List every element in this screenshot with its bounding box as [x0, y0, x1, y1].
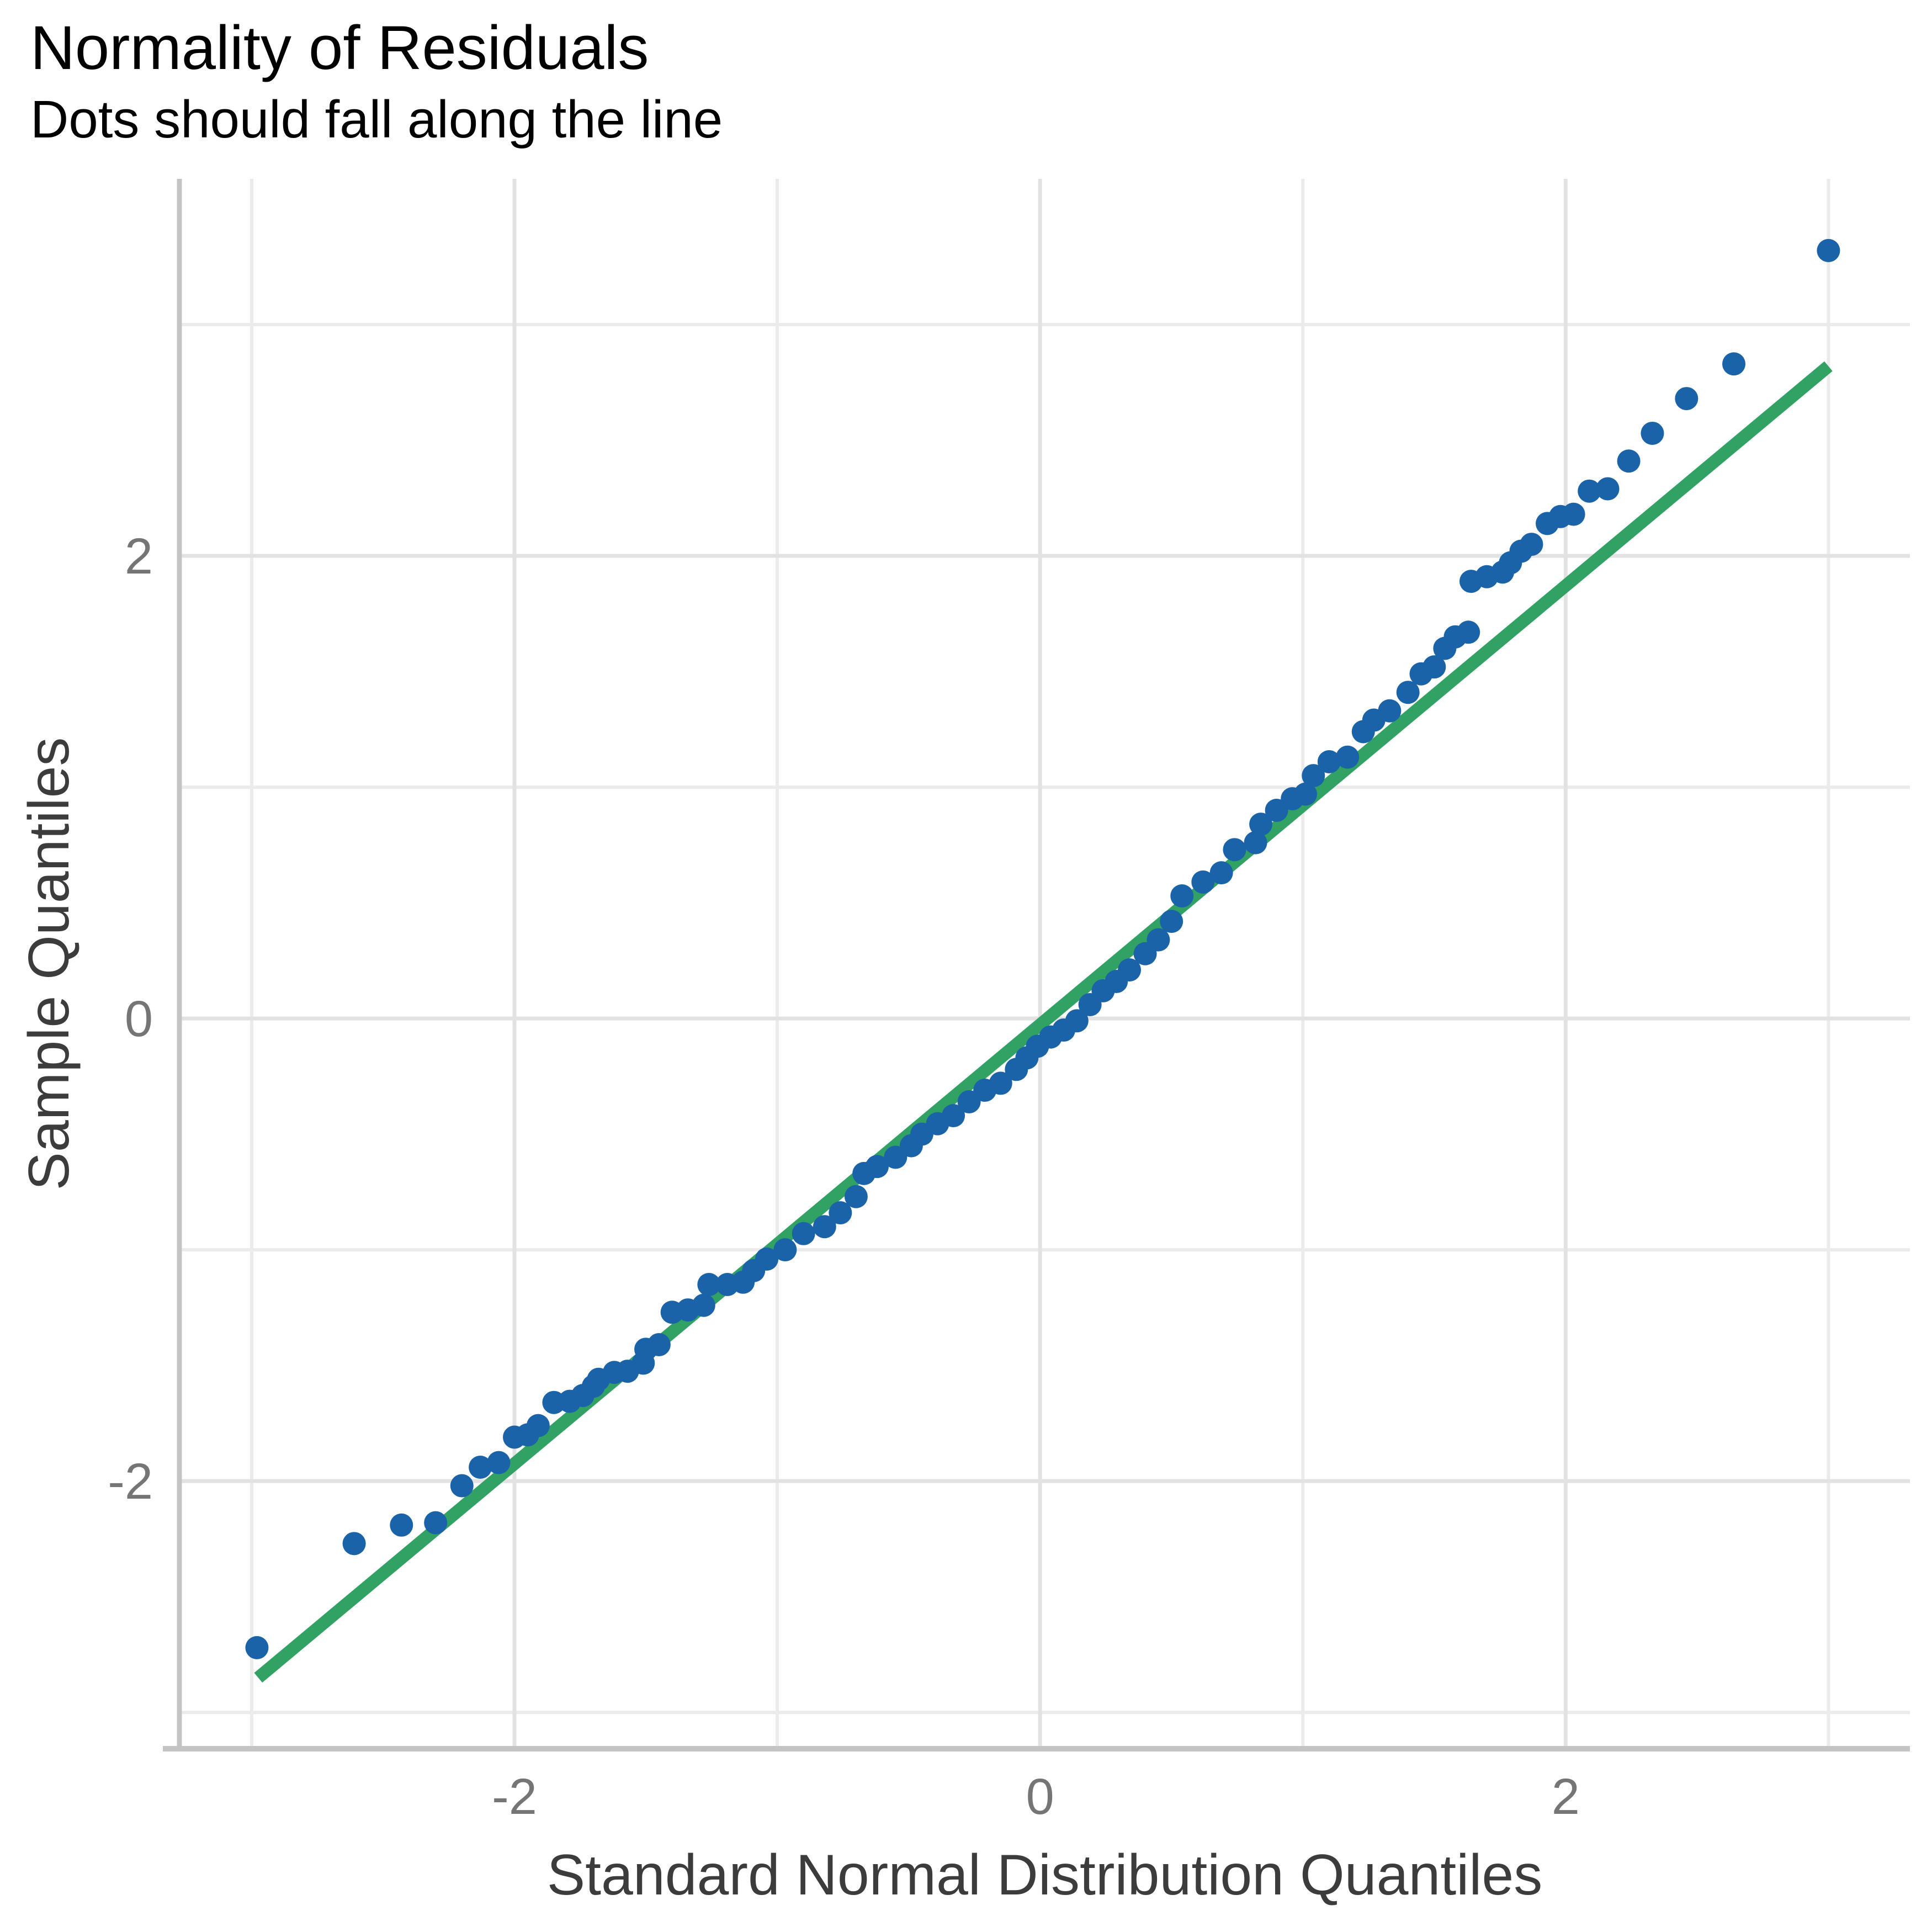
- data-point: [647, 1333, 671, 1356]
- y-tick-label: 2: [125, 528, 153, 585]
- data-point: [1118, 958, 1142, 982]
- data-point: [450, 1474, 474, 1498]
- data-point: [1209, 861, 1233, 885]
- y-tick-label: 0: [125, 991, 153, 1047]
- data-point: [424, 1511, 448, 1535]
- data-point: [487, 1451, 511, 1474]
- data-point: [844, 1185, 868, 1208]
- data-point: [1641, 421, 1664, 445]
- data-point: [1457, 620, 1480, 644]
- data-point: [1596, 477, 1620, 501]
- y-axis-title: Sample Quantiles: [17, 737, 81, 1191]
- x-tick-label: -2: [492, 1769, 537, 1825]
- data-point: [1147, 928, 1170, 952]
- y-tick-label: -2: [108, 1453, 153, 1510]
- data-point: [1378, 699, 1402, 723]
- data-point: [1617, 449, 1641, 473]
- x-tick-label: 2: [1552, 1769, 1580, 1825]
- chart-subtitle: Dots should fall along the line: [30, 90, 723, 149]
- reference-line: [254, 361, 1833, 1683]
- data-point: [1520, 533, 1543, 556]
- data-point: [1396, 681, 1420, 704]
- chart-title: Normality of Residuals: [30, 13, 649, 82]
- x-tick-label: 0: [1026, 1769, 1054, 1825]
- data-point: [245, 1636, 269, 1659]
- data-point: [1294, 782, 1318, 806]
- data-point: [390, 1513, 413, 1537]
- data-point: [865, 1155, 889, 1179]
- data-point: [1675, 387, 1699, 411]
- data-point: [1336, 745, 1360, 769]
- data-point: [1160, 910, 1183, 933]
- data-point: [942, 1104, 965, 1128]
- data-point: [1302, 764, 1325, 788]
- data-point: [989, 1071, 1012, 1095]
- data-point: [1317, 750, 1341, 773]
- data-point: [1578, 479, 1601, 503]
- data-point: [829, 1201, 852, 1225]
- data-point: [1423, 655, 1446, 679]
- data-point: [697, 1272, 721, 1296]
- data-point: [1562, 502, 1585, 526]
- data-point: [813, 1215, 836, 1239]
- data-point: [1244, 831, 1267, 854]
- data-point: [526, 1414, 550, 1437]
- data-point: [1817, 238, 1840, 262]
- x-axis-title: Standard Normal Distribution Quantiles: [546, 1843, 1543, 1907]
- data-point: [792, 1222, 815, 1245]
- data-point: [1170, 884, 1194, 908]
- data-point: [755, 1247, 779, 1271]
- data-point: [1065, 1009, 1089, 1033]
- data-point: [469, 1456, 492, 1479]
- data-point: [1249, 813, 1273, 836]
- data-point: [1722, 352, 1746, 376]
- data-point: [692, 1293, 715, 1317]
- data-point: [773, 1238, 797, 1262]
- data-point: [342, 1532, 366, 1556]
- data-point: [1191, 870, 1215, 894]
- data-point: [1223, 838, 1246, 862]
